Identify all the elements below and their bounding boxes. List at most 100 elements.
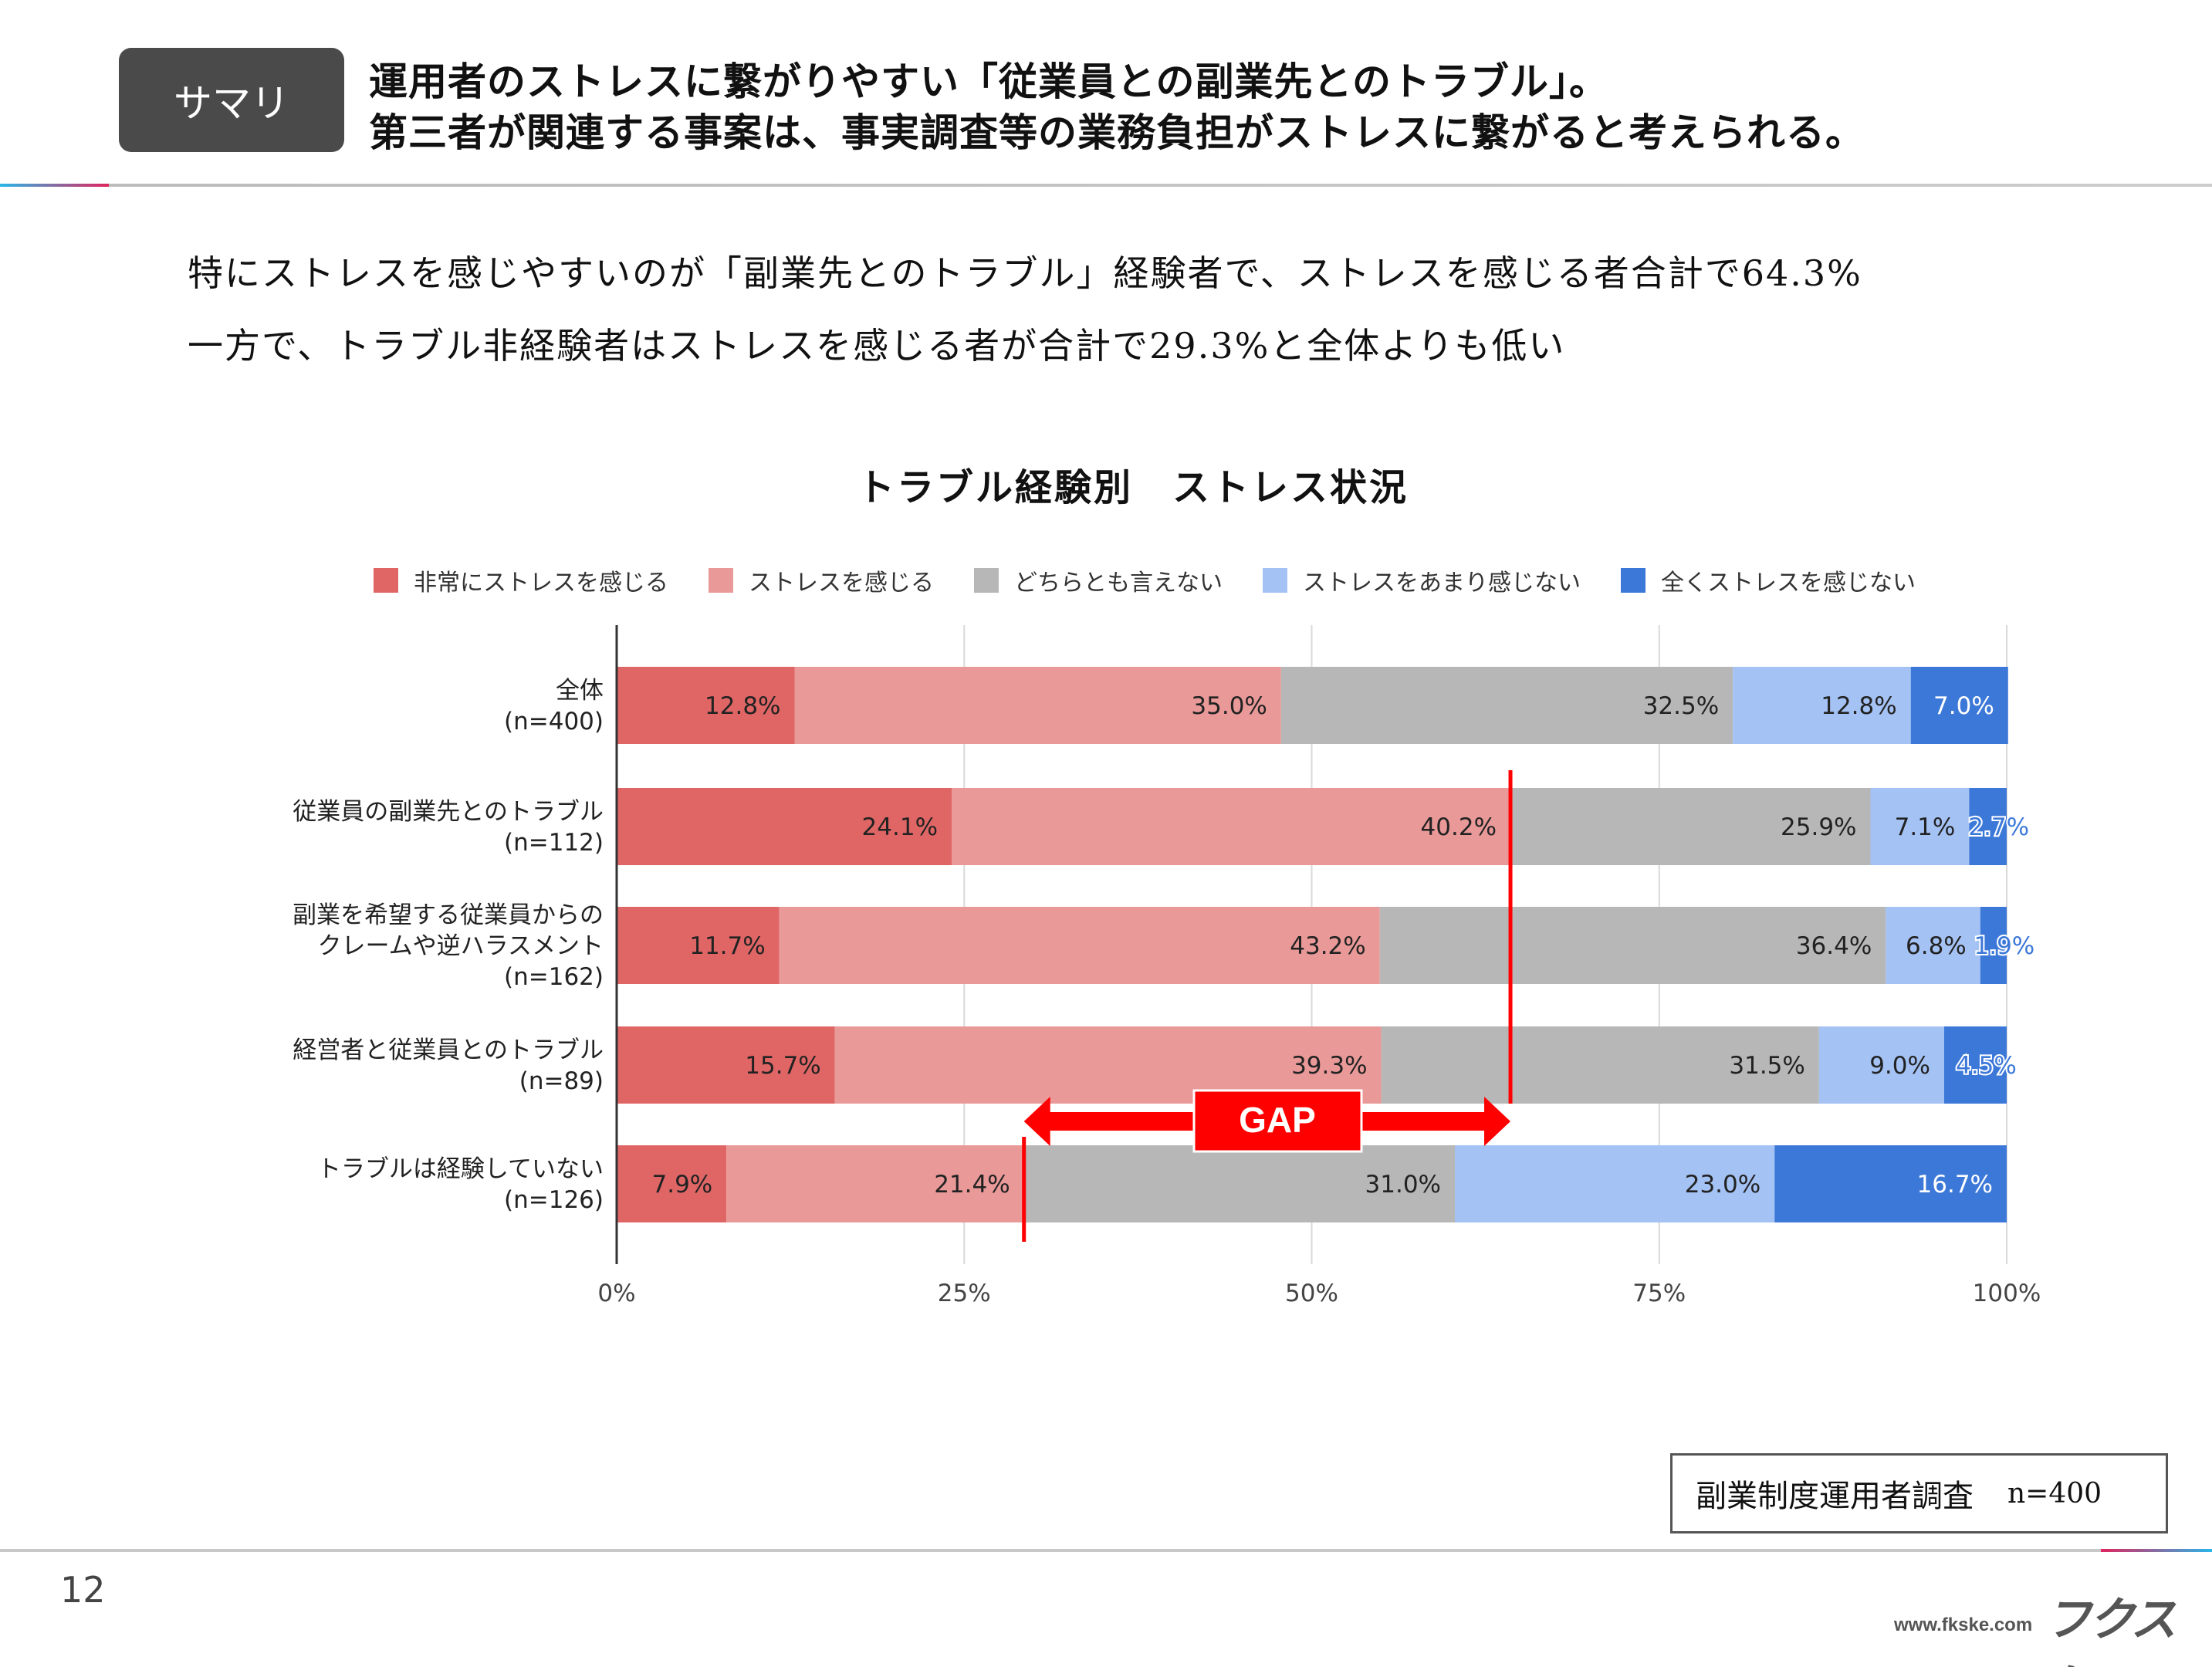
data-label: 32.5% bbox=[1643, 692, 1719, 720]
x-tick-label: 50% bbox=[1285, 1280, 1338, 1307]
category-label: 従業員の副業先とのトラブル bbox=[293, 798, 604, 826]
body-line-1: 特にストレスを感じやすいのが「副業先とのトラブル」経験者で、ストレスを感じる者合… bbox=[188, 252, 1862, 294]
footer-divider bbox=[0, 1549, 2212, 1552]
bar-segment bbox=[1886, 907, 1980, 984]
data-label: 23.0% bbox=[1685, 1171, 1760, 1199]
data-label: 39.3% bbox=[1291, 1052, 1367, 1080]
data-label: 36.4% bbox=[1796, 932, 1872, 960]
data-label: 11.7% bbox=[689, 932, 765, 960]
legend-swatch bbox=[1621, 568, 1645, 593]
bar-segment bbox=[794, 667, 1281, 744]
bar-segment bbox=[617, 1145, 727, 1222]
data-label: 24.1% bbox=[862, 813, 938, 841]
bar-segment bbox=[1774, 1145, 2007, 1222]
bar-segment bbox=[1280, 667, 1733, 744]
data-label: 6.8% bbox=[1906, 932, 1967, 960]
bar-segment bbox=[1969, 788, 2007, 865]
bar-segment bbox=[617, 907, 780, 984]
data-label: 31.5% bbox=[1729, 1052, 1804, 1080]
data-label: 16.7% bbox=[1917, 1171, 1993, 1199]
data-label: 4.5% bbox=[1956, 1052, 2017, 1080]
bar-segment bbox=[1379, 907, 1886, 984]
legend-item: 非常にストレスを感じる bbox=[374, 563, 668, 597]
bar-segment bbox=[1870, 788, 1970, 865]
data-label: 9.0% bbox=[1869, 1052, 1930, 1080]
data-label: 7.9% bbox=[652, 1171, 713, 1199]
data-label: 43.2% bbox=[1290, 932, 1365, 960]
chart: 0% 25% 50% 75% 100% 全体 (n=400) 12.8% 35.0% 32.5% 1… bbox=[293, 625, 2041, 1307]
data-label: 7.1% bbox=[1895, 813, 1956, 841]
gap-arrow-head-right bbox=[1484, 1097, 1511, 1146]
bar-segment bbox=[1023, 1145, 1456, 1222]
bar-segment bbox=[726, 1145, 1024, 1222]
legend-item: ストレスをあまり感じない bbox=[1263, 563, 1581, 597]
bar-segment bbox=[617, 667, 795, 744]
legend-label: 非常にストレスを感じる bbox=[414, 570, 668, 597]
legend-swatch bbox=[374, 568, 398, 593]
x-tick-label: 25% bbox=[938, 1280, 991, 1307]
source-box: 副業制度運用者調査 n=400 bbox=[1670, 1453, 2168, 1533]
legend-item: ストレスを感じる bbox=[709, 563, 934, 597]
category-label: (n=126) bbox=[504, 1186, 604, 1214]
category-label: 副業を希望する従業員からの bbox=[293, 901, 604, 929]
data-label: 1.9% bbox=[1974, 932, 2035, 960]
data-label: 40.2% bbox=[1421, 813, 1497, 841]
category-label: (n=162) bbox=[504, 963, 604, 991]
gap-label: GAP bbox=[1239, 1100, 1316, 1140]
bar-segment bbox=[617, 1026, 835, 1104]
data-label: 21.4% bbox=[934, 1171, 1010, 1199]
bar-segment bbox=[1510, 788, 1871, 865]
source-n: n=400 bbox=[2007, 1477, 2102, 1510]
bar-segment bbox=[1943, 1026, 2007, 1104]
bar-segment bbox=[952, 788, 1511, 865]
legend-label: ストレスをあまり感じない bbox=[1303, 570, 1581, 597]
bar-segment bbox=[1733, 667, 1911, 744]
headline-line-1: 運用者のストレスに繋がりやすい「従業員との副業先とのトラブル」。 bbox=[369, 59, 1608, 104]
category-label: (n=89) bbox=[519, 1067, 604, 1095]
data-label: 7.0% bbox=[1933, 692, 1994, 720]
x-tick-label: 75% bbox=[1632, 1280, 1686, 1307]
bar-segment bbox=[617, 788, 952, 865]
footer-divider-accent bbox=[2101, 1549, 2212, 1552]
source-label: 副業制度運用者調査 bbox=[1696, 1479, 1974, 1514]
chart-title: トラブル経験別 ストレス状況 bbox=[857, 466, 1409, 509]
legend-item: 全くストレスを感じない bbox=[1621, 563, 1916, 597]
divider-accent bbox=[0, 184, 109, 187]
category-label: 経営者と従業員とのトラブル bbox=[293, 1036, 604, 1064]
website-url: www.fkske.com bbox=[1894, 1615, 2033, 1635]
divider bbox=[0, 184, 2212, 187]
legend-swatch bbox=[974, 568, 999, 593]
bar-segment bbox=[1980, 907, 2007, 984]
data-label: 2.7% bbox=[1968, 813, 2029, 841]
data-label: 15.7% bbox=[745, 1052, 820, 1080]
legend-label: どちらとも言えない bbox=[1014, 570, 1223, 597]
bar-segment bbox=[1455, 1145, 1775, 1222]
legend-label: 全くストレスを感じない bbox=[1661, 570, 1916, 597]
legend-item: どちらとも言えない bbox=[974, 563, 1223, 597]
category-label: 全体 bbox=[556, 677, 604, 705]
legend-label: ストレスを感じる bbox=[749, 570, 934, 597]
category-label: (n=112) bbox=[504, 829, 604, 857]
legend-swatch bbox=[709, 568, 733, 593]
bar-segment bbox=[1381, 1026, 1819, 1104]
bar-segment bbox=[1818, 1026, 1944, 1104]
data-label: 12.8% bbox=[705, 692, 780, 720]
summary-badge: サマリ bbox=[119, 48, 344, 152]
data-label: 35.0% bbox=[1191, 692, 1267, 720]
x-tick-label: 0% bbox=[597, 1280, 635, 1307]
bar-segment bbox=[779, 907, 1380, 984]
category-label: (n=400) bbox=[504, 708, 604, 735]
data-label: 25.9% bbox=[1781, 813, 1856, 841]
bar-segment bbox=[1910, 667, 2008, 744]
body-line-2: 一方で、トラブル非経験者はストレスを感じる者が合計で29.3%と全体よりも低い bbox=[188, 325, 1566, 367]
legend: 非常にストレスを感じる ストレスを感じる どちらとも言えない ストレスをあまり感じない… bbox=[0, 563, 2212, 597]
gap-label-box bbox=[1192, 1089, 1363, 1153]
data-label: 12.8% bbox=[1821, 692, 1896, 720]
data-label: 31.0% bbox=[1365, 1171, 1441, 1199]
legend-swatch bbox=[1263, 568, 1287, 593]
category-label: クレームや逆ハラスメント bbox=[318, 932, 604, 960]
x-tick-label: 100% bbox=[1973, 1280, 2041, 1307]
company-logo: フクスケ bbox=[2045, 1593, 2176, 1667]
category-label: トラブルは経験していない bbox=[317, 1155, 604, 1183]
page-number: 12 bbox=[60, 1569, 106, 1611]
